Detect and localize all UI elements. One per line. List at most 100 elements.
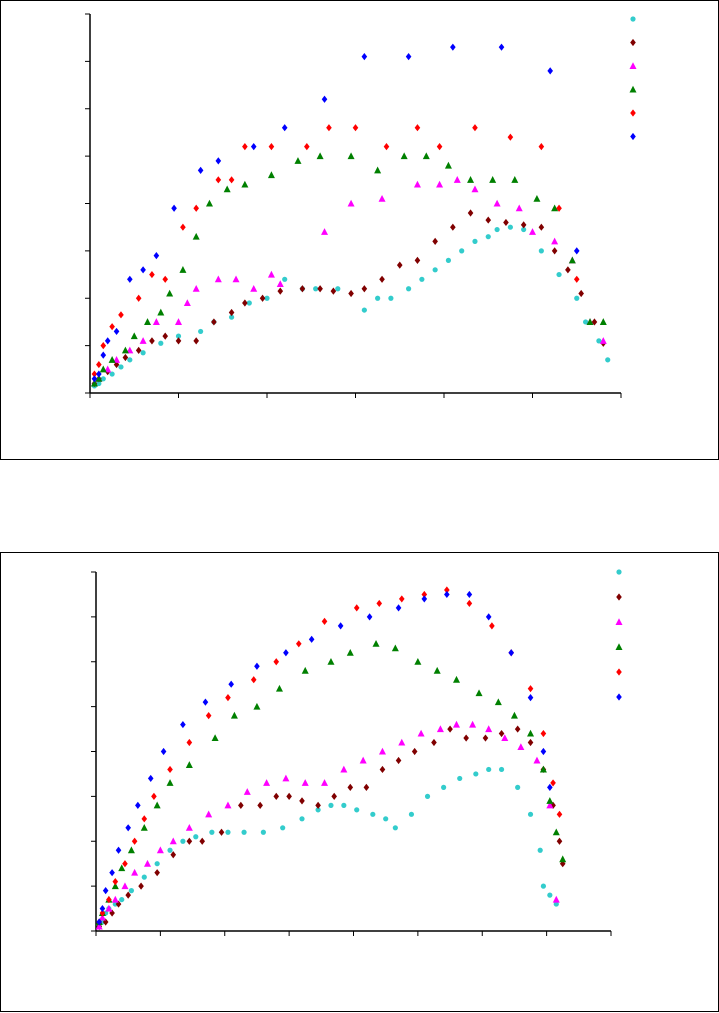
- data-point-series-5: [414, 124, 421, 132]
- data-point-series-3: [152, 318, 160, 325]
- data-point-series-3: [321, 779, 329, 786]
- data-point-series-1: [521, 226, 527, 233]
- data-point-series-5: [106, 895, 112, 904]
- data-point-series-3: [301, 779, 309, 786]
- data-point-series-1: [498, 766, 505, 773]
- data-point-series-4: [511, 176, 519, 183]
- data-point-series-1: [556, 271, 562, 278]
- data-point-series-6: [135, 801, 141, 809]
- data-point-series-1: [537, 847, 543, 853]
- data-point-series-5: [122, 860, 128, 868]
- data-point-series-2: [228, 308, 235, 317]
- data-point-series-4: [494, 698, 502, 706]
- data-point-series-2: [482, 734, 489, 742]
- data-point-series-4: [157, 308, 165, 316]
- data-point-series-2: [299, 797, 305, 805]
- data-point-series-2: [135, 346, 142, 354]
- data-point-series-4: [347, 152, 355, 160]
- data-point-series-1: [180, 838, 186, 844]
- data-point-series-1: [527, 811, 534, 817]
- data-point-series-4: [166, 289, 174, 297]
- data-point-series-5: [118, 311, 124, 319]
- data-point-series-2: [347, 783, 354, 791]
- data-point-series-2: [299, 285, 306, 293]
- data-point-series-3: [185, 823, 193, 831]
- data-point-series-1: [424, 793, 431, 799]
- data-point-series-5: [225, 694, 231, 702]
- data-point-series-2: [348, 289, 354, 298]
- data-point-series-3: [552, 895, 560, 903]
- data-point-series-6: [96, 918, 103, 926]
- data-point-series-2: [115, 900, 122, 908]
- data-point-series-1: [241, 829, 247, 835]
- data-point-series-4: [568, 256, 576, 264]
- data-point-series-4: [400, 152, 408, 160]
- data-point-series-2: [565, 266, 571, 274]
- data-point-series-6: [405, 53, 412, 61]
- data-point-series-1: [419, 276, 425, 282]
- data-point-series-4: [422, 152, 430, 160]
- data-point-series-4: [391, 644, 399, 652]
- data-point-series-6: [100, 351, 107, 359]
- data-point-series-1: [229, 314, 235, 320]
- data-point-series-3: [113, 356, 121, 363]
- data-point-series-3: [471, 185, 479, 193]
- data-point-series-6: [180, 720, 186, 729]
- data-point-series-3: [413, 180, 421, 188]
- data-point-series-2: [315, 801, 321, 809]
- data-point-series-6: [115, 846, 122, 854]
- legend-marker-series-3: [629, 62, 637, 69]
- legend-marker-series-6: [616, 693, 622, 701]
- data-point-series-3: [144, 859, 151, 867]
- data-point-series-1: [154, 861, 160, 867]
- data-point-series-4: [552, 828, 560, 836]
- data-point-series-6: [254, 662, 260, 670]
- data-point-series-4: [223, 185, 231, 193]
- data-point-series-1: [313, 286, 319, 292]
- data-point-series-6: [147, 774, 154, 783]
- data-point-series-4: [127, 846, 135, 854]
- data-point-series-2: [238, 801, 244, 809]
- data-point-series-4: [316, 152, 324, 160]
- data-point-series-3: [131, 868, 139, 876]
- data-point-series-2: [361, 285, 368, 293]
- data-point-series-2: [193, 337, 199, 345]
- data-point-series-3: [517, 743, 525, 751]
- data-point-series-3: [453, 720, 460, 728]
- data-point-series-2: [431, 738, 437, 747]
- data-point-series-2: [242, 299, 248, 307]
- data-point-series-4: [551, 204, 559, 212]
- data-point-series-5: [112, 878, 119, 886]
- data-point-series-6: [202, 698, 209, 706]
- data-point-series-5: [100, 342, 107, 350]
- data-point-series-4: [90, 379, 98, 387]
- data-point-series-6: [160, 747, 167, 756]
- data-point-series-6: [395, 604, 402, 612]
- data-point-series-3: [359, 756, 367, 764]
- data-point-series-3: [469, 720, 477, 728]
- data-point-series-2: [550, 801, 556, 809]
- data-point-series-4: [453, 675, 460, 683]
- data-point-series-1: [354, 807, 360, 813]
- data-point-series-2: [551, 247, 558, 255]
- data-point-series-3: [263, 779, 271, 786]
- data-point-series-3: [321, 228, 329, 235]
- data-point-series-2: [520, 221, 527, 229]
- data-point-series-1: [341, 802, 347, 808]
- data-point-series-4: [111, 882, 119, 890]
- data-point-series-1: [547, 892, 553, 898]
- data-point-series-2: [331, 792, 337, 800]
- data-point-series-4: [533, 194, 541, 202]
- data-point-series-6: [366, 613, 373, 621]
- data-point-series-2: [467, 209, 474, 217]
- data-point-series-6: [444, 590, 450, 599]
- data-point-series-5: [540, 729, 547, 738]
- data-point-series-1: [127, 357, 133, 363]
- data-point-series-4: [467, 176, 475, 183]
- top-chart-panel: [0, 0, 719, 460]
- data-point-series-1: [280, 825, 286, 831]
- bottom-scatter-chart: [91, 569, 623, 936]
- data-point-series-6: [104, 337, 111, 345]
- data-point-series-6: [171, 204, 177, 212]
- data-point-series-6: [215, 157, 222, 165]
